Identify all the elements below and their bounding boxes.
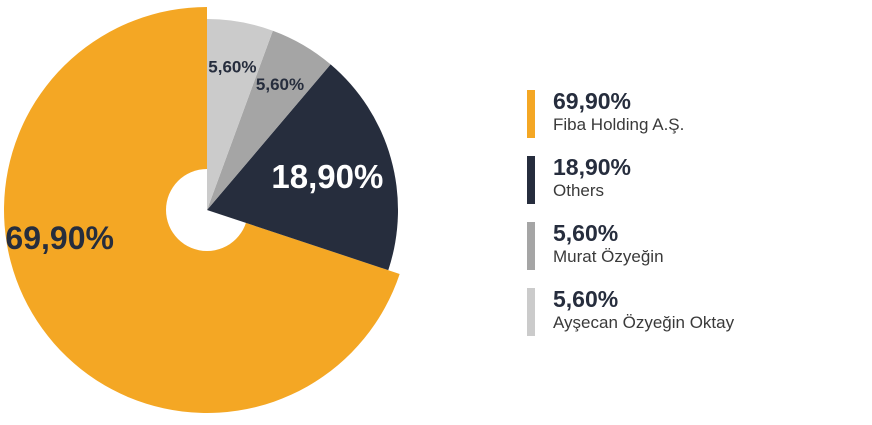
pie-label-murat-ozyegin: 5,60% [256, 75, 304, 94]
legend-swatch [527, 222, 535, 270]
legend-item-others: 18,90% Others [527, 154, 857, 208]
legend-swatch [527, 156, 535, 204]
pie-label-others: 18,90% [271, 158, 383, 195]
legend-label: Murat Özyeğin [553, 247, 664, 266]
legend-label: Others [553, 181, 605, 200]
legend-swatch [527, 90, 535, 138]
pie-label-fiba-holding: 69,90% [5, 220, 114, 256]
legend-item-murat-ozyegin: 5,60% Murat Özyeğin [527, 220, 857, 274]
legend-label: Ayşecan Özyeğin Oktay [553, 313, 735, 332]
legend-label: Fiba Holding A.Ş. [553, 115, 685, 134]
pie-slice-others [207, 64, 399, 271]
legend-swatch [527, 288, 535, 336]
legend-item-aysecan-ozyegin-oktay: 5,60% Ayşecan Özyeğin Oktay [527, 286, 857, 340]
legend-value: 5,60% [553, 220, 619, 246]
legend-value: 5,60% [553, 286, 619, 312]
legend-item-fiba-holding: 69,90% Fiba Holding A.Ş. [527, 88, 857, 142]
pie-slice-aysecan-ozyegin-oktay [207, 18, 273, 210]
pie-slice-murat-ozyegin [207, 30, 331, 211]
legend-value: 69,90% [553, 88, 632, 114]
pie-label-aysecan-ozyegin-oktay: 5,60% [208, 58, 256, 77]
legend-value: 18,90% [553, 154, 632, 180]
legend: 69,90% Fiba Holding A.Ş. 18,90% Others 5… [527, 88, 857, 352]
